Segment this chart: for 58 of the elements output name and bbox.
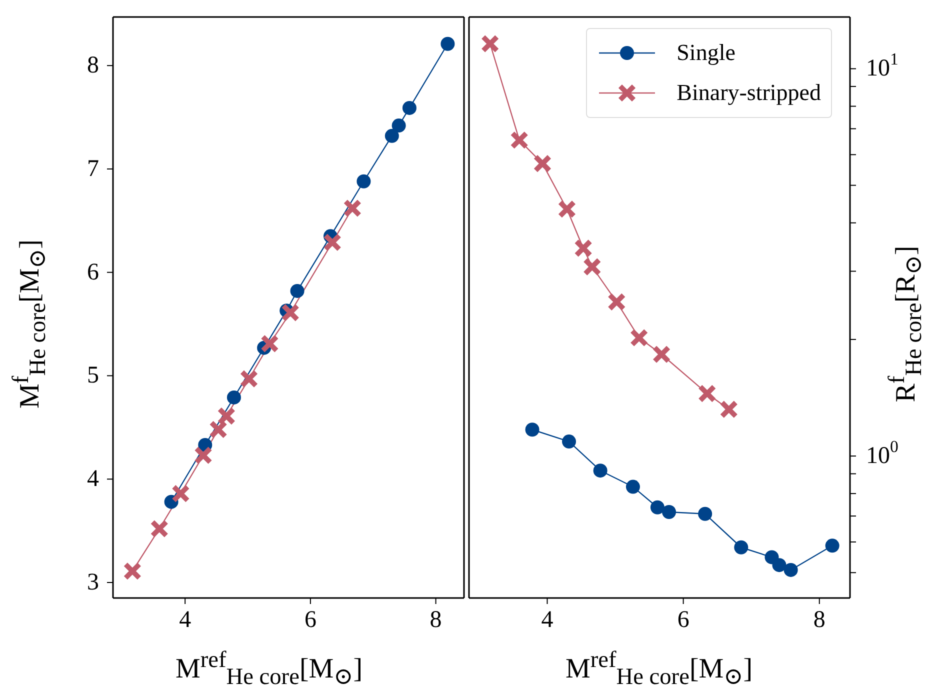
point bbox=[698, 506, 712, 521]
point bbox=[262, 336, 278, 352]
point bbox=[584, 259, 600, 274]
point bbox=[196, 448, 211, 463]
point bbox=[290, 284, 304, 298]
point bbox=[173, 486, 188, 502]
point bbox=[124, 564, 140, 579]
point bbox=[650, 500, 664, 514]
y-tick-label: 10$^{0}$ bbox=[866, 437, 898, 470]
y-tick-label: 4 bbox=[87, 466, 99, 492]
x-axis-title: M$^{ref}$$_{He core}$[M$_{⊙}$] bbox=[564, 646, 754, 690]
point bbox=[282, 305, 298, 320]
point bbox=[562, 434, 576, 449]
x-tick-label: 6 bbox=[677, 607, 690, 633]
x-tick-label: 4 bbox=[541, 607, 554, 633]
y-tick-label: 10$^{1}$ bbox=[866, 50, 898, 82]
x-tick-label: 8 bbox=[813, 607, 826, 633]
point bbox=[784, 562, 798, 577]
legend-label: Binary-stripped bbox=[676, 80, 821, 106]
point bbox=[440, 36, 455, 51]
point bbox=[218, 408, 234, 424]
point bbox=[632, 330, 647, 346]
point bbox=[559, 202, 574, 217]
point bbox=[700, 386, 715, 402]
point bbox=[825, 538, 840, 553]
point bbox=[721, 402, 736, 417]
point bbox=[654, 346, 670, 362]
point bbox=[226, 390, 241, 404]
point bbox=[356, 174, 371, 188]
y-tick-label: 5 bbox=[87, 362, 99, 389]
x-axis-title: M$^{ref}$$_{He core}$[M$_{⊙}$] bbox=[174, 646, 364, 690]
point bbox=[576, 240, 591, 256]
point bbox=[402, 100, 416, 115]
point bbox=[512, 132, 527, 148]
point bbox=[392, 118, 406, 133]
point bbox=[384, 128, 399, 143]
point bbox=[324, 234, 340, 250]
legend-label: Single bbox=[676, 40, 736, 66]
y-tick-label: 8 bbox=[87, 52, 99, 79]
x-tick-label: 4 bbox=[179, 607, 192, 633]
y-tick-label: 3 bbox=[87, 569, 99, 596]
point bbox=[609, 294, 624, 310]
point bbox=[734, 540, 748, 554]
point bbox=[626, 480, 640, 494]
point bbox=[772, 558, 786, 572]
point bbox=[152, 521, 167, 536]
x-tick-label: 8 bbox=[430, 607, 442, 633]
point bbox=[242, 371, 257, 386]
y-tick-label: 6 bbox=[87, 259, 99, 286]
point bbox=[534, 156, 550, 172]
point bbox=[482, 36, 498, 52]
point bbox=[344, 200, 360, 216]
point bbox=[210, 422, 226, 437]
x-tick-label: 6 bbox=[304, 607, 316, 633]
point bbox=[525, 422, 540, 437]
point bbox=[662, 504, 676, 519]
point bbox=[593, 464, 608, 478]
y-tick-label: 7 bbox=[87, 156, 99, 182]
